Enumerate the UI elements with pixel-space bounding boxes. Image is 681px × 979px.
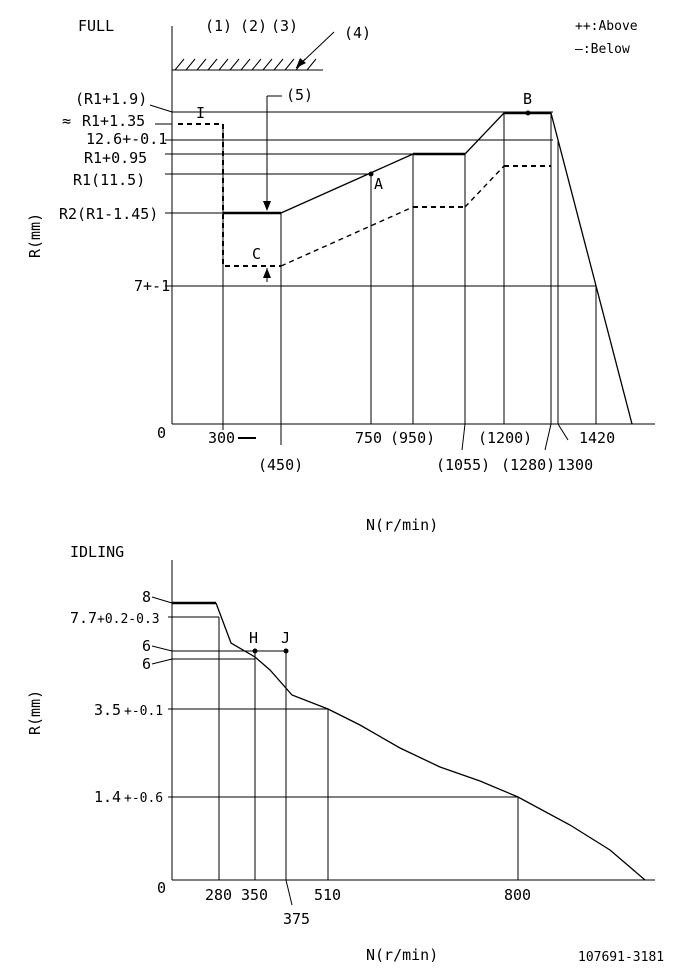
full-x-450: (450) <box>258 456 303 474</box>
idling-curve <box>215 602 646 881</box>
full-dashed-start <box>178 123 281 267</box>
full-x-1055: (1055) <box>436 456 490 474</box>
idling-y-zero: 0 <box>157 879 166 897</box>
idling-x-510: 510 <box>314 886 341 904</box>
full-x-1420: 1420 <box>579 429 615 447</box>
legend-above: ++:Above <box>575 19 638 34</box>
stopper-hatch <box>172 31 335 71</box>
full-x-1300: 1300 <box>557 456 593 474</box>
full-load-chart: FULL (1) (2) (3) ++:Above —:Below (4) <box>26 17 655 534</box>
idling-y-8: 8 <box>142 588 151 606</box>
full-curve-rise-2 <box>464 112 505 155</box>
idling-x-280: 280 <box>205 886 232 904</box>
idling-y-1-4-tol: +-0.6 <box>124 791 163 806</box>
point-h-marker <box>252 648 258 654</box>
full-y-r1-0-95: R1+0.95 <box>84 149 147 167</box>
full-x-1200: (1200) <box>478 429 532 447</box>
full-curve-rise <box>280 153 414 214</box>
point-a-label: A <box>374 175 383 193</box>
legend-below: —:Below <box>575 42 630 57</box>
full-y-7: 7+-1 <box>134 277 170 295</box>
idling-y-axis-label: R(mm) <box>26 690 44 735</box>
idling-chart: IDLING H J 8 7.7 +0.2-0.3 6 <box>26 543 655 964</box>
full-curve-drop <box>550 112 633 425</box>
full-reference-lines <box>149 104 597 451</box>
point-b-label: B <box>523 90 532 108</box>
idling-y-6b: 6 <box>142 655 151 673</box>
full-title: FULL <box>78 17 114 35</box>
full-y-approx: ≈ <box>62 112 71 130</box>
full-x-750: 750 <box>355 429 382 447</box>
callout-5: (5) <box>286 86 313 104</box>
point-h-label: H <box>249 629 258 647</box>
point-a-marker <box>368 171 374 177</box>
idling-y-6a: 6 <box>142 637 151 655</box>
full-y-axis-label: R(mm) <box>26 213 44 258</box>
idling-y-7-7: 7.7 <box>70 609 97 627</box>
idling-y-7-7-tol: +0.2-0.3 <box>97 612 160 627</box>
idling-y-1-4: 1.4 <box>94 788 121 806</box>
idling-x-350: 350 <box>241 886 268 904</box>
full-dashed-rise-2 <box>464 165 505 208</box>
idling-title: IDLING <box>70 543 124 561</box>
note-3: (3) <box>271 17 298 35</box>
point-j-marker <box>283 648 289 654</box>
full-y-r1-1-35: R1+1.35 <box>82 112 145 130</box>
idling-reference-lines <box>151 596 519 906</box>
note-1: (1) <box>205 17 232 35</box>
full-x-1280: (1280) <box>501 456 555 474</box>
idling-y-3-5-tol: +-0.1 <box>124 704 163 719</box>
point-j-label: J <box>281 629 290 647</box>
point-c-label: C <box>252 245 261 263</box>
point-i-label: I <box>196 104 205 122</box>
full-dashed-rise <box>280 206 414 267</box>
full-y-r1: R1(11.5) <box>73 171 145 189</box>
full-y-12-6: 12.6+-0.1 <box>86 130 167 148</box>
idling-y-3-5: 3.5 <box>94 701 121 719</box>
idling-x-axis-label: N(r/min) <box>366 946 438 964</box>
point-b-marker <box>525 110 531 116</box>
full-x-300: 300 <box>208 429 235 447</box>
idling-x-800: 800 <box>504 886 531 904</box>
callout-4: (4) <box>344 24 371 42</box>
full-x-axis-label: N(r/min) <box>366 516 438 534</box>
idling-x-375: 375 <box>283 910 310 928</box>
full-y-zero: 0 <box>157 424 166 442</box>
full-y-r1-1-9: (R1+1.9) <box>75 90 147 108</box>
full-x-950: (950) <box>390 429 435 447</box>
note-2: (2) <box>240 17 267 35</box>
full-y-r2: R2(R1-1.45) <box>59 205 158 223</box>
callout-5-arrow <box>263 95 282 282</box>
drawing-number: 107691-3181 <box>578 950 664 965</box>
